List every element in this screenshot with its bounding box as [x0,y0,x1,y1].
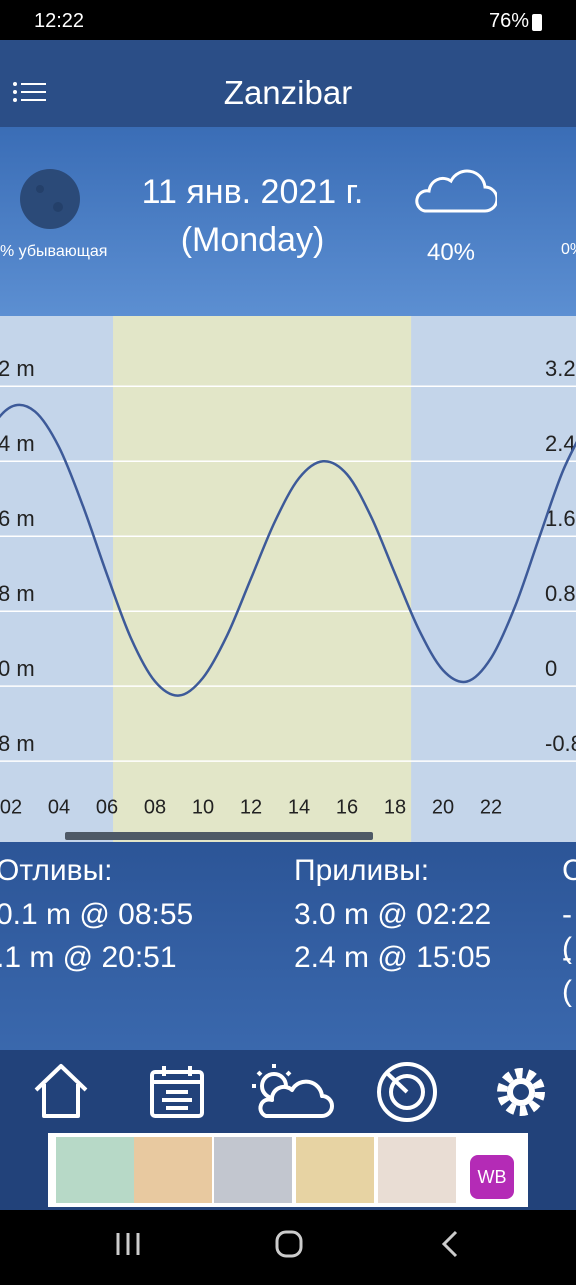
status-bar: 12:22 76% [0,0,576,40]
y-tick-label-left: 4 m [0,431,35,456]
x-tick-label: 14 [288,796,310,818]
day-info: % убывающая 11 янв. 2021 г. (Monday) 40%… [0,127,576,316]
ad-image [378,1137,456,1203]
y-tick-label-left: 8 m [0,731,35,756]
location-title: Zanzibar [0,74,576,112]
highs-title: Приливы: [294,854,429,888]
y-tick-label-left: 0 m [0,656,35,681]
moon-icon [18,167,82,231]
y-tick-label: 0.8 [545,581,576,606]
battery-icon [532,14,542,31]
battery-text: 76% [489,10,529,33]
x-tick-label: 06 [96,796,118,818]
x-tick-label: 08 [144,796,166,818]
ad-image [296,1137,374,1203]
x-tick-label: 10 [192,796,214,818]
x-tick-label: 04 [48,796,70,818]
ad-image [134,1137,212,1203]
radar-button[interactable] [379,1064,435,1120]
recents-button[interactable] [118,1233,138,1255]
x-tick-label: 16 [336,796,358,818]
x-tick-label: 20 [432,796,454,818]
date: 11 янв. 2021 г. [100,173,405,212]
high-tide: 2.4 m @ 15:05 [294,941,491,975]
clock: 12:22 [34,10,84,33]
ad-image [56,1137,134,1203]
y-tick-label: 3.2 [545,356,576,381]
ad-content[interactable]: WB [48,1133,528,1207]
x-tick-label: 22 [480,796,502,818]
settings-button[interactable] [502,1073,540,1111]
y-tick-label-left: 2 m [0,356,35,381]
lows-title: Отливы: [0,854,113,888]
third-value: -( [562,941,576,1009]
calendar-button[interactable] [152,1066,202,1116]
x-tick-label: 12 [240,796,262,818]
bottom-nav [0,1050,576,1130]
y-tick-label-left: 6 m [0,506,35,531]
back-button[interactable] [444,1232,456,1256]
moon-phase: % убывающая [0,243,107,261]
cloud-icon [405,167,497,215]
system-nav [0,1210,576,1280]
ad-badge: WB [470,1155,514,1199]
weather-button[interactable] [252,1064,332,1116]
tide-chart: 3.22 m2.44 m1.66 m0.88 m00 m-0.88 m02040… [0,316,576,842]
home-button[interactable] [36,1066,86,1116]
y-tick-label-left: 8 m [0,581,35,606]
ad-banner: WB [0,1130,576,1210]
nav-icons [0,1050,576,1130]
low-tide: 0.1 m @ 08:55 [0,898,193,932]
y-tick-label: 0 [545,656,557,681]
daylight-band [113,316,411,842]
scrollbar[interactable] [65,832,373,840]
x-tick-label: 18 [384,796,406,818]
ad-image [214,1137,292,1203]
next-day-value: 0% [561,241,576,259]
home-system-button[interactable] [277,1232,301,1256]
y-tick-label: -0.8 [545,731,576,756]
weekday: (Monday) [100,221,405,260]
cloud-cover: 40% [405,239,497,267]
high-tide: 3.0 m @ 02:22 [294,898,491,932]
third-title: С [562,854,576,888]
system-buttons [0,1210,576,1280]
low-tide: .1 m @ 20:51 [0,941,177,975]
header: Zanzibar [0,40,576,127]
tide-times: Отливы: 0.1 m @ 08:55 .1 m @ 20:51 Прили… [0,842,576,1050]
x-tick-label: 02 [0,796,22,818]
